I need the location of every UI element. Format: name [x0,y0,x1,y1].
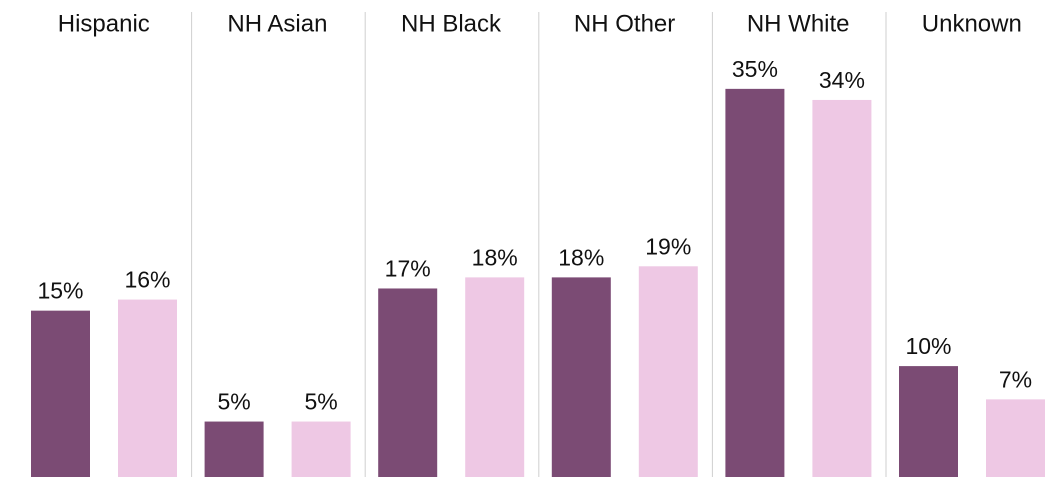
value-label: 18% [558,244,604,270]
bar [899,366,958,477]
bar [465,277,525,477]
value-label: 7% [999,366,1032,392]
bar [291,421,351,477]
value-label: 18% [472,244,518,270]
bar [204,421,264,477]
value-label: 5% [217,389,250,415]
panel-title: Unknown [922,10,1022,37]
panel-title: NH Black [401,10,502,37]
panel-title: Hispanic [58,10,150,37]
value-label: 35% [732,56,778,82]
bar [812,99,872,477]
bar [638,266,698,477]
value-label: 16% [124,267,170,293]
panel-title: NH White [747,10,850,37]
value-label: 19% [645,233,691,259]
value-label: 17% [385,256,431,282]
bar [31,310,90,477]
value-label: 5% [304,389,337,415]
value-label: 10% [905,333,951,359]
bar [986,399,1045,477]
panel-title: NH Asian [227,10,327,37]
bar [118,299,177,477]
panel-title: NH Other [574,10,675,37]
bar [551,277,611,477]
bar [725,88,785,477]
value-label: 34% [819,67,865,93]
bar [378,288,438,477]
value-label: 15% [37,278,83,304]
